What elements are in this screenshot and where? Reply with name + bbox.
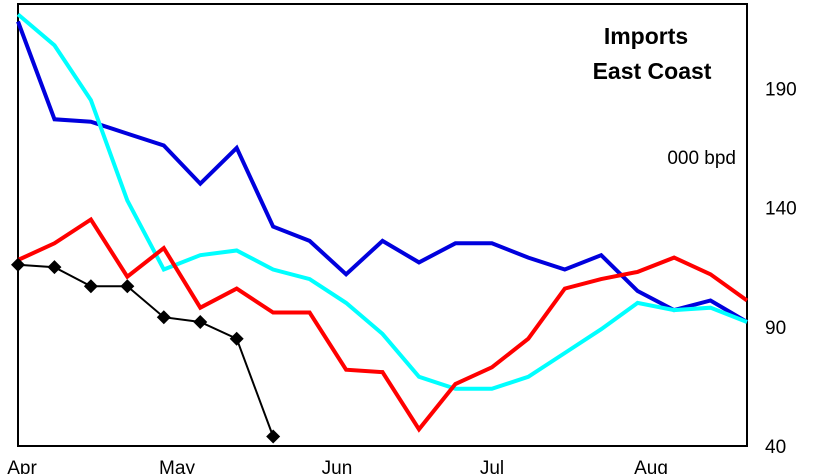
x-tick-label-jun: Jun	[322, 458, 353, 474]
series-4-point-3	[83, 279, 98, 294]
series-line-3	[17, 216, 749, 433]
unit-label: 000 bpd	[667, 148, 736, 169]
chart-title-line-2: East Coast	[593, 58, 712, 84]
series-4-point-1	[11, 257, 25, 272]
chart-title-line-1: Imports	[604, 23, 688, 49]
y-tick-label-40: 40	[765, 437, 786, 458]
series-layer	[16, 12, 749, 437]
y-tick-label-90: 90	[765, 318, 786, 339]
series-4-point-7	[229, 331, 244, 346]
series-line-1	[16, 20, 749, 324]
x-tick-label-jul: Jul	[480, 458, 504, 474]
series-line-4	[17, 263, 275, 437]
series-4-point-8	[266, 429, 281, 444]
series-4-point-4	[120, 279, 135, 294]
x-tick-label-may: May	[159, 458, 195, 474]
x-tick-label-apr: Apr	[7, 458, 37, 474]
y-tick-label-190: 190	[765, 79, 797, 100]
x-axis-ticks: Apr May Jun Jul Aug	[7, 458, 668, 474]
x-tick-label-aug: Aug	[634, 458, 668, 474]
y-axis-ticks: 40 90 140 190	[765, 79, 797, 458]
marker-layer	[11, 257, 281, 444]
series-4-point-6	[193, 315, 208, 329]
series-4-point-5	[156, 310, 171, 325]
y-tick-label-140: 140	[765, 199, 797, 220]
series-4-point-2	[47, 260, 62, 275]
series-line-2	[16, 12, 748, 391]
